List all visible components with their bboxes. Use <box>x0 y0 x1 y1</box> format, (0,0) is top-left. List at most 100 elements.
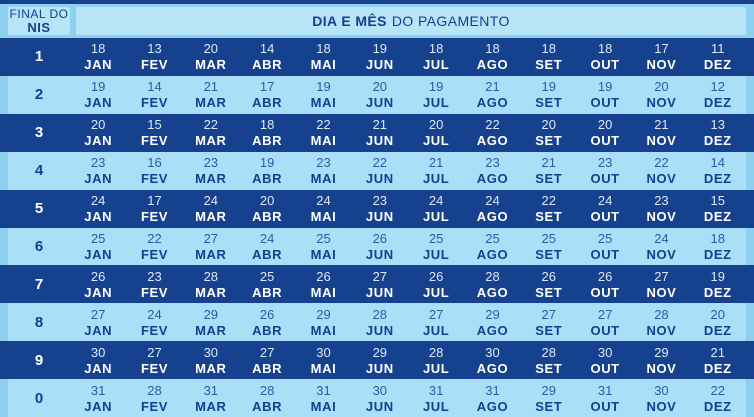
payment-month: MAR <box>195 246 227 262</box>
payment-cell: 19 SET <box>521 76 577 114</box>
payment-cell: 24 FEV <box>126 303 182 341</box>
payment-month: AGO <box>476 95 509 111</box>
payment-month: JUN <box>365 95 394 111</box>
payment-cell: 30 MAR <box>183 341 239 379</box>
payment-month: NOV <box>646 95 677 111</box>
nis-digit: 0 <box>34 389 44 407</box>
payment-day: 18 <box>259 117 275 133</box>
payment-month: OUT <box>590 360 620 376</box>
payment-cell: 23 JAN <box>70 152 126 190</box>
payment-month: OUT <box>590 95 620 111</box>
payment-cell: 18 DEZ <box>690 228 746 266</box>
payment-day: 29 <box>485 306 500 322</box>
payment-day: 21 <box>654 117 669 133</box>
payment-day: 30 <box>372 382 388 398</box>
payment-day: 19 <box>316 79 331 95</box>
payment-day: 26 <box>372 230 388 246</box>
payment-cell: 27 FEV <box>126 341 182 379</box>
payment-day: 20 <box>90 117 106 133</box>
payment-month: FEV <box>140 133 169 149</box>
nis-digit: 8 <box>34 313 44 331</box>
payment-day: 18 <box>428 41 444 57</box>
payment-day: 27 <box>428 306 444 322</box>
payment-month: FEV <box>140 57 169 73</box>
payment-month: MAR <box>195 171 227 187</box>
payment-cell: 20 MAR <box>183 38 239 76</box>
payment-month: SET <box>535 246 563 262</box>
payment-day: 22 <box>203 117 219 133</box>
payment-cell: 26 SET <box>521 265 577 303</box>
payment-cell: 18 OUT <box>577 38 633 76</box>
payment-cell: 23 AGO <box>464 152 520 190</box>
payment-cell: 18 SET <box>521 38 577 76</box>
payment-cell: 26 MAI <box>295 265 351 303</box>
payment-cell: 13 FEV <box>126 38 182 76</box>
payment-cell: 27 NOV <box>633 265 689 303</box>
payment-month: JAN <box>84 246 113 262</box>
payment-month: MAI <box>310 322 337 338</box>
payment-day: 30 <box>203 344 219 360</box>
payment-month: MAI <box>310 57 337 73</box>
payment-month: FEV <box>140 360 169 376</box>
payment-day: 18 <box>710 230 725 246</box>
payment-cell: 31 MAR <box>183 379 239 417</box>
payment-month: MAI <box>310 246 337 262</box>
payment-month: MAR <box>195 95 227 111</box>
payment-month: JAN <box>84 133 113 149</box>
payment-cell: 25 ABR <box>239 265 295 303</box>
payment-cell: 23 JUN <box>352 190 408 228</box>
payment-month: OUT <box>590 209 620 225</box>
payment-day: 31 <box>316 382 331 398</box>
payment-cell: 22 DEZ <box>690 379 746 417</box>
payment-month: JAN <box>84 398 113 414</box>
top-border-line <box>0 0 754 4</box>
payment-cell: 19 JUN <box>352 38 408 76</box>
payment-day: 28 <box>541 344 557 360</box>
payment-month: NOV <box>646 246 677 262</box>
payment-day: 17 <box>259 79 275 95</box>
payment-cell: 17 NOV <box>633 38 689 76</box>
payment-day: 16 <box>147 155 162 171</box>
payment-day: 19 <box>597 79 613 95</box>
payment-day: 14 <box>710 155 725 171</box>
payment-day: 29 <box>372 344 388 360</box>
payment-cell: 31 MAI <box>295 379 351 417</box>
payment-cell: 31 JUL <box>408 379 464 417</box>
payment-cell: 22 JUN <box>352 152 408 190</box>
payment-cell: 22 FEV <box>126 228 182 266</box>
payment-cell: 28 FEV <box>126 379 182 417</box>
payment-month: OUT <box>590 133 620 149</box>
payment-cell: 29 MAR <box>183 303 239 341</box>
payment-day: 25 <box>428 230 444 246</box>
payment-cell: 21 SET <box>521 152 577 190</box>
payment-day: 21 <box>541 155 557 171</box>
payment-month: JUL <box>422 246 450 262</box>
payment-day: 26 <box>259 306 275 322</box>
payment-month: NOV <box>646 57 677 73</box>
payment-month: ABR <box>252 95 283 111</box>
payment-month: JAN <box>84 209 113 225</box>
payment-month: NOV <box>646 398 677 414</box>
payment-month: ABR <box>252 133 283 149</box>
payment-day: 24 <box>654 230 669 246</box>
payment-day: 29 <box>203 306 219 322</box>
payment-month: AGO <box>476 133 509 149</box>
nis-digit: 5 <box>34 200 44 218</box>
payment-day: 27 <box>654 268 669 284</box>
payment-month: JUN <box>365 246 394 262</box>
payment-cell: 29 AGO <box>464 303 520 341</box>
payment-month: NOV <box>646 209 677 225</box>
payment-cell: 11 DEZ <box>690 38 746 76</box>
payment-month: JUL <box>422 171 450 187</box>
payment-cell: 25 OUT <box>577 228 633 266</box>
payment-cell: 21 JUL <box>408 152 464 190</box>
payment-day: 29 <box>541 382 557 398</box>
payment-day: 23 <box>203 155 219 171</box>
payment-month: FEV <box>140 322 169 338</box>
payment-day: 18 <box>541 41 557 57</box>
payment-day: 18 <box>90 41 106 57</box>
payment-month: FEV <box>140 209 169 225</box>
payment-month: NOV <box>646 322 677 338</box>
table-row: 6 25 JAN 22 FEV 27 MAR 24 ABR 25 MAI 26 JUN 25 JUL 25 AG… <box>0 227 754 266</box>
